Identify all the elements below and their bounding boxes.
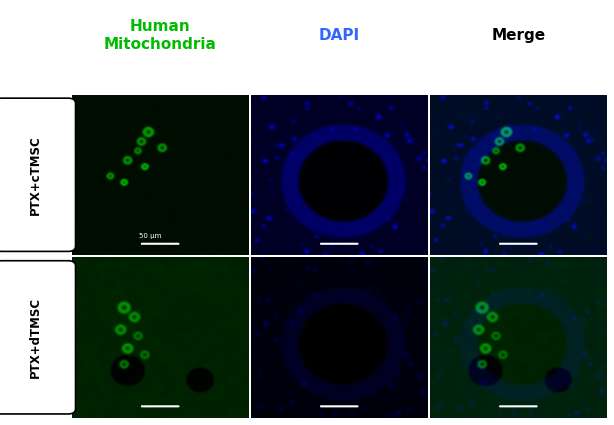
Text: 50 μm: 50 μm <box>139 233 161 239</box>
Text: PTX+cTMSC: PTX+cTMSC <box>28 135 42 215</box>
Text: Merge: Merge <box>491 28 545 43</box>
Text: Human
Mitochondria: Human Mitochondria <box>104 19 217 52</box>
Text: DAPI: DAPI <box>319 28 360 43</box>
Text: PTX+dTMSC: PTX+dTMSC <box>28 297 42 378</box>
